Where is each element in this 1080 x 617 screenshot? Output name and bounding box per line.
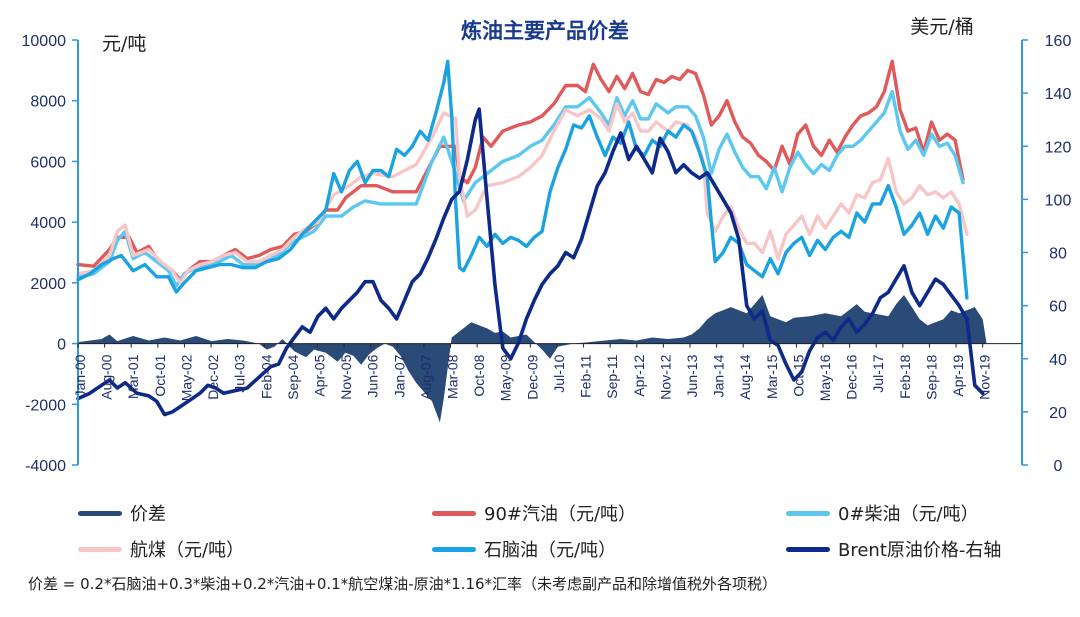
x-tick-label: May-16 bbox=[817, 354, 833, 401]
x-tick-label: Dec-16 bbox=[844, 354, 860, 399]
legend: 价差 90#汽油（元/吨） 0#柴油（元/吨） 航煤（元/吨） 石脑油（元/吨）… bbox=[0, 492, 1080, 562]
left-tick-label: 4000 bbox=[30, 215, 66, 232]
spread-area-layer bbox=[78, 295, 987, 423]
legend-swatch-jetfuel bbox=[78, 546, 122, 552]
right-tick-label: 120 bbox=[1045, 139, 1072, 156]
x-tick-label: Jan-14 bbox=[711, 354, 727, 397]
right-tick-label: 40 bbox=[1049, 352, 1067, 369]
legend-label-diesel: 0#柴油（元/吨） bbox=[838, 504, 979, 525]
left-tick-label: 2000 bbox=[30, 276, 66, 293]
x-tick-label: Nov-19 bbox=[977, 354, 993, 399]
x-tick-label: Mar-01 bbox=[125, 354, 141, 399]
x-tick-label: Feb-18 bbox=[897, 354, 913, 399]
x-tick-label: Sep-18 bbox=[923, 354, 939, 399]
x-tick-label: Nov-12 bbox=[657, 354, 673, 399]
legend-swatch-spread bbox=[78, 510, 122, 516]
x-tick-label: Aug-07 bbox=[418, 354, 434, 399]
left-tick-label: 6000 bbox=[30, 154, 66, 171]
left-tick-label: 0 bbox=[57, 337, 66, 354]
x-tick-label: Sep-04 bbox=[285, 354, 301, 399]
legend-swatch-brent bbox=[786, 546, 830, 552]
left-tick-label: -2000 bbox=[25, 397, 66, 414]
legend-swatch-diesel bbox=[786, 510, 830, 516]
legend-item-spread: 价差 bbox=[78, 500, 166, 526]
legend-label-jetfuel: 航煤（元/吨） bbox=[130, 540, 245, 561]
x-tick-label: Feb-04 bbox=[258, 354, 274, 399]
right-tick-label: 0 bbox=[1054, 458, 1063, 475]
x-tick-label: Feb-11 bbox=[577, 354, 593, 398]
x-tick-label: Apr-05 bbox=[311, 354, 327, 396]
right-tick-label: 80 bbox=[1049, 246, 1067, 263]
x-tick-label: Jul-03 bbox=[232, 354, 248, 392]
chart-canvas: 炼油主要产品价差 元/吨 美元/桶 10000 8000 6000 4000 2000 0… bbox=[22, 16, 1072, 475]
left-tick-label: -4000 bbox=[25, 458, 66, 475]
left-axis-unit: 元/吨 bbox=[102, 33, 146, 55]
x-tick-label: Jun-13 bbox=[684, 354, 700, 397]
legend-item-jetfuel: 航煤（元/吨） bbox=[78, 536, 244, 562]
right-tick-label: 20 bbox=[1049, 405, 1067, 422]
right-tick-label: 160 bbox=[1045, 33, 1072, 50]
formula-footnote: 价差 = 0.2*石脑油+0.3*柴油+0.2*汽油+0.1*航空煤油-原油*1… bbox=[28, 575, 778, 593]
legend-item-diesel: 0#柴油（元/吨） bbox=[786, 500, 979, 526]
x-tick-label: Dec-09 bbox=[524, 354, 540, 399]
x-tick-label: Oct-01 bbox=[152, 354, 168, 396]
x-tick-label: Jul-17 bbox=[870, 354, 886, 392]
legend-item-naphtha: 石脑油（元/吨） bbox=[432, 536, 616, 562]
x-tick-label: Dec-02 bbox=[205, 354, 221, 399]
x-tick-label: Mar-15 bbox=[764, 354, 780, 399]
legend-label-gasoline: 90#汽油（元/吨） bbox=[484, 504, 637, 525]
right-tick-label: 60 bbox=[1049, 299, 1067, 316]
x-tick-label: Jan-07 bbox=[391, 354, 407, 397]
legend-item-brent: Brent原油价格-右轴 bbox=[786, 536, 1001, 562]
legend-label-brent: Brent原油价格-右轴 bbox=[838, 540, 1002, 561]
legend-swatch-naphtha bbox=[432, 546, 476, 552]
x-tick-label: Aug-00 bbox=[99, 354, 115, 399]
series-area-spread bbox=[78, 295, 987, 423]
x-tick-label: Apr-12 bbox=[631, 354, 647, 396]
left-tick-label: 10000 bbox=[22, 33, 67, 50]
series-line-brent bbox=[76, 107, 985, 417]
x-tick-label: Jul-10 bbox=[551, 354, 567, 392]
legend-label-naphtha: 石脑油（元/吨） bbox=[484, 540, 617, 561]
legend-label-spread: 价差 bbox=[130, 504, 166, 525]
x-tick-label: Oct-08 bbox=[471, 354, 487, 396]
right-tick-label: 140 bbox=[1045, 86, 1072, 103]
series-line-diesel bbox=[76, 89, 965, 288]
legend-swatch-gasoline bbox=[432, 510, 476, 516]
series-line-naphtha bbox=[76, 59, 969, 300]
right-axis-unit: 美元/桶 bbox=[910, 16, 973, 38]
x-tick-label: May-09 bbox=[498, 354, 514, 401]
left-tick-label: 8000 bbox=[30, 94, 66, 111]
x-tick-label: Aug-14 bbox=[737, 354, 753, 399]
axes-layer: 10000 8000 6000 4000 2000 0 -2000 -4000 160 140 12… bbox=[22, 33, 1072, 475]
x-tick-label: Mar-08 bbox=[444, 354, 460, 399]
x-tick-label: Apr-19 bbox=[950, 354, 966, 396]
x-tick-label: Nov-05 bbox=[338, 354, 354, 399]
series-lines-layer bbox=[76, 59, 985, 417]
x-tick-label: Jun-06 bbox=[365, 354, 381, 397]
x-tick-label: May-02 bbox=[178, 354, 194, 401]
series-line-gasoline bbox=[76, 59, 965, 282]
right-tick-label: 100 bbox=[1045, 192, 1072, 209]
x-tick-label: Oct-15 bbox=[790, 354, 806, 396]
series-line-jetfuel bbox=[76, 102, 969, 285]
x-tick-label: Jan-00 bbox=[72, 354, 88, 397]
x-tick-label: Sep-11 bbox=[604, 354, 620, 398]
legend-item-gasoline: 90#汽油（元/吨） bbox=[432, 500, 636, 526]
chart-title: 炼油主要产品价差 bbox=[461, 19, 629, 43]
